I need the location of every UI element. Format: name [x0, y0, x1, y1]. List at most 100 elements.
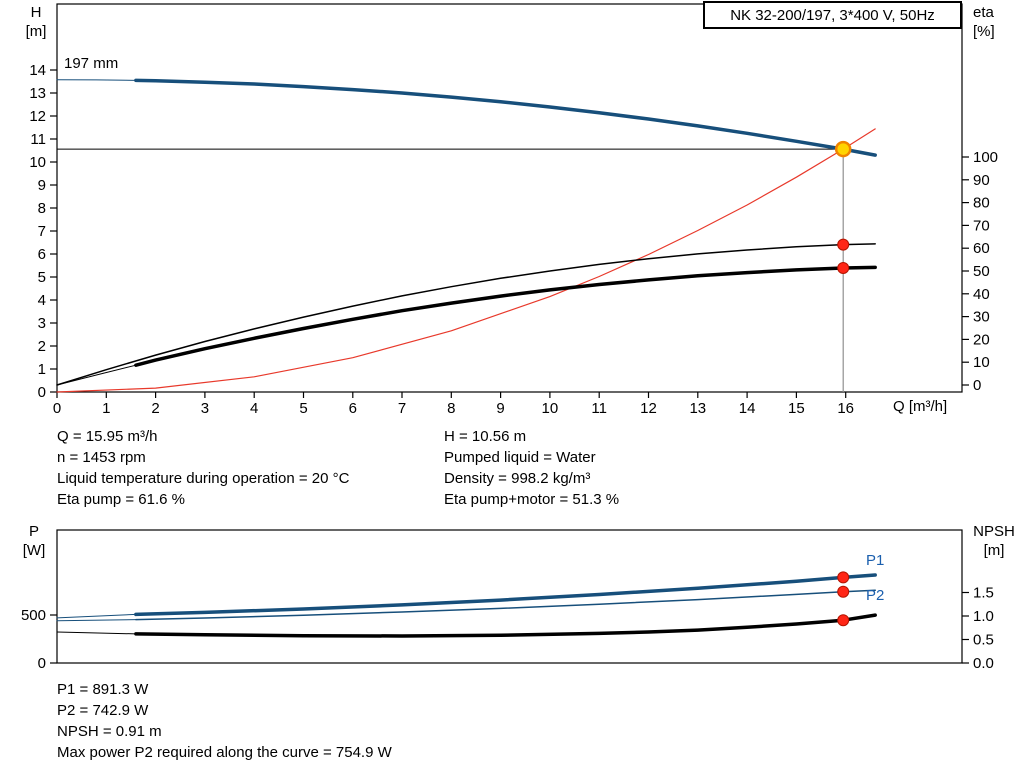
duty-info-right: H = 10.56 m Pumped liquid = Water Densit…: [444, 426, 619, 510]
flow-value: Q = 15.95 m³/h: [57, 428, 158, 445]
x-tick-label: 4: [250, 400, 258, 417]
system-curve: [56, 128, 876, 393]
max-power-value: Max power P2 required along the curve = …: [57, 744, 392, 761]
eta-pump-curve: [56, 243, 876, 386]
H-tick-label: 11: [30, 131, 46, 148]
q-axis-title: Q [m³/h]: [893, 398, 948, 415]
x-tick-label: 13: [689, 400, 706, 417]
eta-tick-label: 40: [973, 286, 990, 303]
eta-axis-unit: [%]: [973, 23, 995, 40]
p2-curve: [135, 589, 876, 621]
eta-tick-label: 80: [973, 195, 990, 212]
p2-value: P2 = 742.9 W: [57, 702, 149, 719]
eta-tick-label: 70: [973, 217, 990, 234]
p1-ext: [56, 613, 137, 619]
eta-pump-motor-ext: [56, 364, 137, 386]
npsh-value: NPSH = 0.91 m: [57, 723, 162, 740]
npsh-curve: [134, 613, 877, 638]
npsh-axis-title: NPSH [m]: [968, 522, 1020, 560]
duty-point: [834, 140, 852, 158]
H-tick-label: 13: [29, 85, 46, 102]
H-tick-label: 6: [38, 246, 46, 263]
eta-tick-label: 50: [973, 263, 990, 280]
h-axis-unit: [m]: [25, 23, 47, 40]
P-tick-label: 0: [38, 655, 46, 672]
eta-motor-point: [837, 262, 850, 274]
h-axis-title: H [m]: [16, 3, 56, 41]
H-tick-label: 14: [29, 62, 46, 79]
p1-point: [837, 571, 850, 584]
qh-eta-chart: 0 1 2 3 4 5 6 7 8 9 10 11 12 13 14 15 160123456789101112…: [29, 3, 998, 417]
x-tick-label: 5: [299, 400, 307, 417]
density-value: Density = 998.2 kg/m³: [444, 470, 591, 487]
liquid-temperature-value: Liquid temperature during operation = 20…: [57, 470, 350, 487]
NPSH-tick-label: 0.0: [973, 655, 994, 672]
p-axis-symbol: P: [28, 523, 39, 540]
NPSH-tick-label: 1.5: [973, 585, 994, 602]
p2-ext: [56, 619, 137, 622]
H-tick-label: 12: [29, 108, 46, 125]
x-tick-label: 8: [447, 400, 455, 417]
x-tick-label: 9: [496, 400, 504, 417]
impeller-diameter-label: 197 mm: [64, 55, 119, 72]
eta-tick-label: 0: [973, 377, 981, 394]
eta-axis-title: eta [%]: [973, 3, 1019, 41]
eta-pump-motor-curve: [134, 265, 877, 367]
H-tick-label: 7: [38, 223, 46, 240]
H-tick-label: 3: [38, 315, 46, 332]
x-tick-label: 6: [349, 400, 357, 417]
pump-title-box: NK 32-200/197, 3*400 V, 50Hz: [703, 1, 962, 29]
npsh-axis-unit: [m]: [983, 542, 1005, 559]
x-tick-label: 3: [201, 400, 209, 417]
h-axis-symbol: H: [30, 4, 42, 21]
p2-point: [837, 585, 850, 598]
head-curve-197mm: [134, 78, 877, 157]
x-tick-label: 16: [837, 400, 854, 417]
eta-tick-label: 100: [973, 149, 998, 166]
x-tick-label: 2: [151, 400, 159, 417]
head-value: H = 10.56 m: [444, 428, 527, 445]
duty-info-left: Q = 15.95 m³/h n = 1453 rpm Liquid tempe…: [57, 426, 349, 510]
P-tick-label: 500: [21, 607, 46, 624]
pumped-liquid-value: Pumped liquid = Water: [444, 449, 596, 466]
eta-tick-label: 30: [973, 309, 990, 326]
H-tick-label: 4: [38, 292, 46, 309]
H-tick-label: 10: [29, 154, 46, 171]
eta-tick-label: 10: [973, 354, 990, 371]
p1-curve: [134, 573, 877, 617]
p1-value: P1 = 891.3 W: [57, 681, 149, 698]
H-tick-label: 8: [38, 200, 46, 217]
eta-pump-point: [837, 238, 850, 251]
p2-curve-label: P2: [866, 587, 885, 604]
eta-axis-symbol: eta: [973, 4, 994, 21]
npsh-point: [837, 614, 850, 627]
power-npsh-info: P1 = 891.3 W P2 = 742.9 W NPSH = 0.91 m …: [57, 679, 392, 763]
x-tick-label: 12: [640, 400, 657, 417]
p-axis-title: P [W]: [14, 522, 54, 560]
eta-tick-label: 20: [973, 331, 990, 348]
power-npsh-chart: 0 500 0.0 0.5 1.0 1.5: [21, 529, 994, 672]
p-axis-unit: [W]: [22, 542, 46, 559]
qh-eta-chart-frame: [56, 3, 963, 393]
power-npsh-chart-frame: [56, 529, 963, 664]
p1-curve-label: P1: [866, 552, 885, 569]
eta-pump-motor-value: Eta pump+motor = 51.3 %: [444, 491, 620, 508]
eta-tick-label: 90: [973, 172, 990, 189]
npsh-axis-symbol: NPSH: [973, 523, 1015, 540]
H-tick-label: 5: [38, 269, 46, 286]
x-tick-label: 11: [591, 400, 607, 417]
H-tick-label: 2: [38, 338, 46, 355]
H-tick-label: 0: [38, 384, 46, 401]
eta-pump-value: Eta pump = 61.6 %: [57, 491, 185, 508]
x-tick-label: 10: [542, 400, 559, 417]
H-tick-label: 9: [38, 177, 46, 194]
x-tick-label: 7: [398, 400, 406, 417]
NPSH-tick-label: 0.5: [973, 632, 994, 649]
H-tick-label: 1: [38, 361, 46, 378]
speed-value: n = 1453 rpm: [57, 449, 146, 466]
x-tick-label: 15: [788, 400, 805, 417]
NPSH-tick-label: 1.0: [973, 608, 994, 625]
npsh-ext: [56, 631, 137, 635]
